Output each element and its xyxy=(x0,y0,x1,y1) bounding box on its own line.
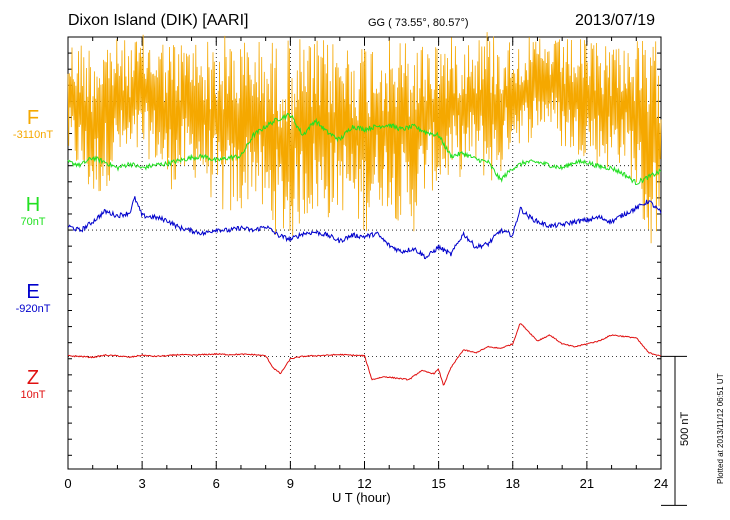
component-h-baseline: 70nT xyxy=(20,216,46,228)
station-title: Dixon Island (DIK) [AARI] xyxy=(68,12,249,29)
component-f-baseline: -3110nT xyxy=(12,129,54,141)
x-tick-label: 15 xyxy=(431,476,445,491)
component-e-letter: E xyxy=(26,281,40,303)
component-f-label: F -3110nT xyxy=(0,107,66,142)
component-f-letter: F xyxy=(26,107,40,129)
component-e-label: E -920nT xyxy=(0,281,66,316)
scale-label: 500 nT xyxy=(679,411,691,446)
component-z-letter: Z xyxy=(26,367,40,389)
scale-bar xyxy=(661,355,687,506)
series-group xyxy=(67,32,662,386)
x-tick-label: 6 xyxy=(213,476,220,491)
series-z-line xyxy=(67,323,662,386)
component-h-label: H 70nT xyxy=(0,194,66,229)
component-z-baseline: 10nT xyxy=(20,389,46,401)
x-axis-ticks: 0 3 6 9 12 15 18 21 24 xyxy=(64,36,668,491)
series-e-line xyxy=(67,196,662,260)
series-h-line xyxy=(67,112,662,185)
x-tick-label: 12 xyxy=(357,476,371,491)
component-e-baseline: -920nT xyxy=(15,303,51,315)
plotted-note: Plotted at 2013/11/12 06:51 UT xyxy=(716,373,725,484)
date-label: 2013/07/19 xyxy=(575,12,656,29)
x-tick-label: 18 xyxy=(506,476,520,491)
series-f-line xyxy=(67,32,662,244)
x-tick-label: 3 xyxy=(139,476,146,491)
x-tick-label: 9 xyxy=(287,476,294,491)
component-z-label: Z 10nT xyxy=(0,367,66,402)
gg-coordinates: GG ( 73.55°, 80.57°) xyxy=(368,17,469,29)
x-tick-label: 24 xyxy=(654,476,668,491)
component-h-letter: H xyxy=(25,194,41,216)
x-tick-label: 0 xyxy=(64,476,71,491)
x-tick-label: 21 xyxy=(580,476,594,491)
x-axis-title: U T (hour) xyxy=(332,490,391,505)
